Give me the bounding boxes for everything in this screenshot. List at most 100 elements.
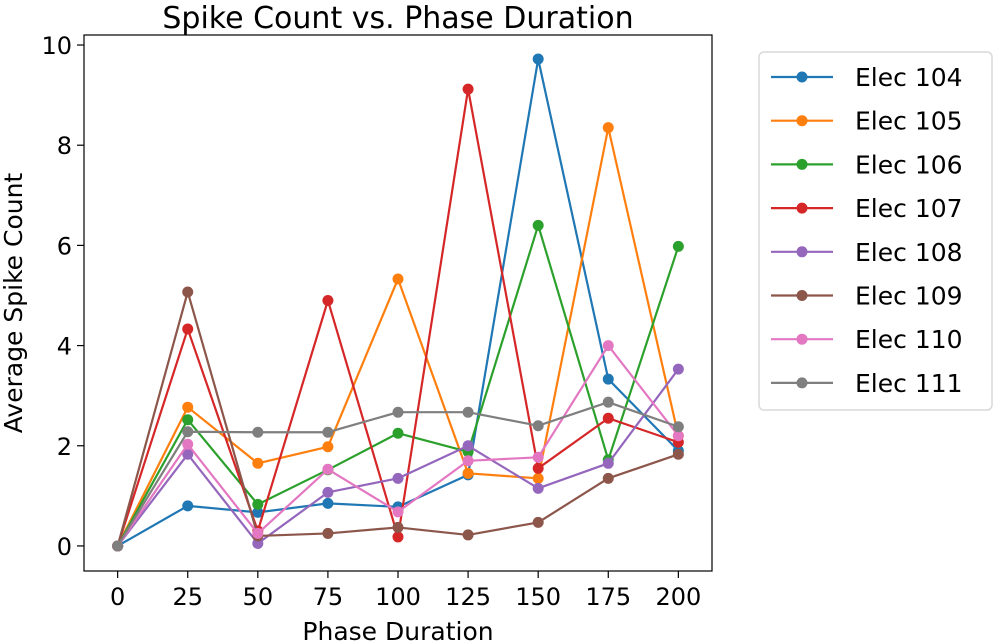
x-tick-label: 200 [655,583,701,611]
legend-marker [796,115,808,127]
legend-item: Elec 105 [771,107,963,136]
series-elec-110 [112,340,684,552]
data-point [672,240,684,252]
data-point [602,396,614,408]
data-point [462,455,474,467]
legend-marker [796,158,808,170]
data-point [182,438,194,450]
data-point [462,529,474,541]
data-point [392,406,404,418]
data-point [252,426,264,438]
y-tick-label: 4 [57,333,72,361]
legend-item: Elec 106 [771,150,963,179]
data-point [602,340,614,352]
data-point [392,521,404,533]
x-axis-ticks: 0 25 50 75 100 125 150 175 200 [110,571,701,611]
data-point [392,273,404,285]
data-point [322,463,334,475]
data-point [532,219,544,231]
data-point [532,516,544,528]
x-tick-label: 125 [445,583,491,611]
legend-marker [796,333,808,345]
legend-label: Elec 110 [855,325,963,354]
x-tick-label: 100 [375,583,421,611]
legend-label: Elec 108 [855,238,963,267]
legend-item: Elec 109 [771,282,963,311]
data-point [182,500,194,512]
legend-marker [796,202,808,214]
data-point [182,286,194,298]
data-point [252,498,264,510]
data-point [462,83,474,95]
data-point [672,448,684,460]
data-point [252,527,264,539]
data-point [182,323,194,335]
legend-label: Elec 106 [855,150,963,179]
data-point [532,451,544,463]
legend-label: Elec 111 [855,369,963,398]
data-point [672,363,684,375]
data-point [602,122,614,134]
data-point [252,537,264,549]
data-point [392,427,404,439]
x-tick-label: 175 [585,583,631,611]
legend-marker [796,377,808,389]
legend-marker [796,71,808,83]
series-elec-108 [112,363,684,552]
data-point [392,531,404,543]
series-elec-111 [112,396,684,552]
legend-item: Elec 108 [771,238,963,267]
data-point [322,441,334,453]
y-tick-label: 8 [57,132,72,160]
legend-marker [796,246,808,258]
data-point [182,401,194,413]
legend-item: Elec 104 [771,63,963,92]
data-point [672,430,684,442]
x-axis-label: Phase Duration [302,617,493,642]
y-tick-label: 10 [41,32,72,60]
legend-item: Elec 107 [771,194,963,223]
plot-frame [83,34,713,572]
x-tick-label: 150 [515,583,561,611]
data-point [392,472,404,484]
data-point [182,426,194,438]
legend-box [758,51,993,411]
legend-marker [796,290,808,301]
legend-label: Elec 109 [855,282,963,311]
legend-label: Elec 104 [855,63,963,92]
data-point [182,414,194,426]
data-point [602,373,614,385]
y-axis-label: Average Spike Count [0,173,28,434]
series-elec-109 [112,286,684,552]
data-point [462,406,474,418]
data-point [252,506,264,518]
series-line [116,368,680,547]
chart-title: Spike Count vs. Phase Duration [162,1,633,36]
data-point [602,457,614,469]
legend-item: Elec 111 [771,369,963,398]
legend-label: Elec 105 [855,107,963,136]
data-point [602,412,614,424]
data-point [182,448,194,460]
data-point [392,506,404,518]
data-point [112,540,124,552]
data-point [532,482,544,494]
legend: Elec 104 Elec 105 Elec 106 Elec 107 Elec 108… [758,51,993,411]
y-axis-ticks: 0 2 4 6 8 10 [41,32,84,561]
data-point [462,467,474,479]
plot-series [112,53,684,552]
data-point [252,457,264,469]
y-tick-label: 0 [57,533,72,561]
series-line [116,224,680,547]
data-point [532,462,544,474]
data-point [322,497,334,509]
legend-item: Elec 110 [771,325,963,354]
y-tick-label: 2 [57,433,72,461]
data-point [532,53,544,65]
x-tick-label: 75 [313,583,344,611]
data-point [322,486,334,498]
data-point [672,421,684,433]
legend-label: Elec 107 [855,194,963,223]
data-point [602,472,614,484]
